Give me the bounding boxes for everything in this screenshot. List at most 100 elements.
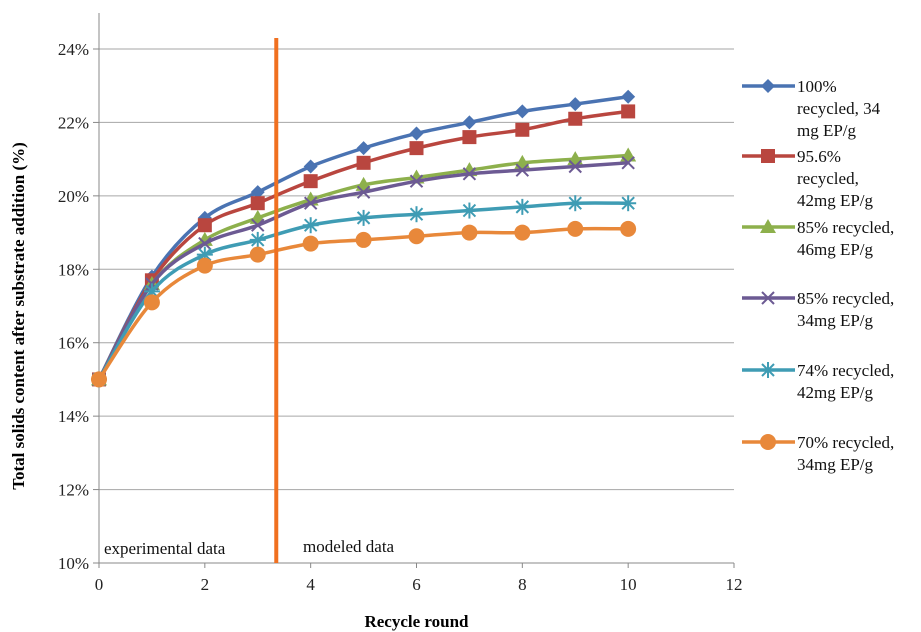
y-tick-label: 16% [58, 334, 89, 353]
data-point [409, 141, 424, 156]
series-5 [91, 195, 637, 388]
data-point [621, 104, 636, 119]
data-point [356, 185, 371, 199]
y-tick-label: 18% [58, 260, 89, 279]
data-point [249, 246, 266, 263]
legend-label: 85% recycled, [797, 289, 894, 308]
legend-label: 42mg EP/g [797, 383, 874, 402]
y-tick-label: 12% [58, 481, 89, 500]
y-tick-label: 24% [58, 40, 89, 59]
x-tick-label: 8 [518, 575, 527, 594]
x-tick-label: 6 [412, 575, 421, 594]
legend-label: 85% recycled, [797, 218, 894, 237]
y-tick-label: 14% [58, 407, 89, 426]
series-line [97, 94, 629, 381]
legend-label: 100% [797, 77, 837, 96]
data-point [621, 89, 636, 104]
data-point [302, 217, 319, 234]
legend-label: 42mg EP/g [797, 191, 874, 210]
data-point [515, 104, 530, 119]
legend-item: 74% recycled, 42mg EP/g [742, 361, 894, 402]
legend-item: 70% recycled, 34mg EP/g [742, 433, 894, 474]
annotation-modeled-data: modeled data [303, 537, 395, 556]
legend-item: 100% recycled, 34 mg EP/g [742, 77, 881, 140]
y-tick-label: 22% [58, 113, 89, 132]
x-tick-label: 2 [201, 575, 210, 594]
data-point [461, 202, 478, 219]
marker-stroke [198, 236, 212, 251]
data-point [462, 167, 477, 181]
data-point [408, 206, 425, 223]
y-tick-label: 10% [58, 554, 89, 573]
data-point [356, 155, 371, 170]
legend: 100% recycled, 34 mg EP/g 95.6% recycled, 42m… [742, 77, 894, 474]
data-point [515, 122, 530, 137]
marker-stroke [621, 156, 635, 170]
data-point [355, 231, 372, 248]
legend-label: recycled, [797, 169, 859, 188]
data-point [568, 159, 582, 174]
data-point [462, 130, 477, 145]
y-tick-labels: 10% 12% 14% 16% 18% 20% 22% 24% [58, 40, 89, 573]
legend-marker [760, 219, 776, 233]
legend-label: mg EP/g [797, 121, 857, 140]
x-tick-label: 12 [726, 575, 743, 594]
marker-stroke [356, 185, 371, 199]
data-point [91, 371, 107, 388]
data-point [251, 218, 265, 232]
series-line [97, 226, 629, 381]
y-axis-title: Total solids content after substrate add… [9, 142, 28, 490]
legend-label: 46mg EP/g [797, 240, 874, 259]
legend-label: 34mg EP/g [797, 455, 874, 474]
data-point [568, 111, 583, 126]
legend-item: 95.6% recycled, 42mg EP/g [742, 147, 874, 210]
legend-label: 74% recycled, [797, 361, 894, 380]
marker-stroke [515, 163, 530, 177]
legend-marker [760, 362, 776, 378]
x-axis-title: Recycle round [364, 612, 469, 631]
data-point [197, 218, 212, 233]
legend-marker [761, 149, 775, 163]
legend-marker [761, 79, 775, 93]
data-point [196, 246, 213, 263]
marker-stroke [462, 167, 477, 181]
data-point [409, 174, 424, 188]
data-point [514, 198, 531, 215]
x-tick-label: 4 [306, 575, 315, 594]
legend-item: 85% recycled, 46mg EP/g [742, 218, 894, 259]
data-point [462, 115, 477, 130]
data-point [514, 224, 531, 241]
data-point [567, 195, 584, 212]
marker-stroke [568, 159, 582, 174]
data-point [408, 228, 425, 245]
data-point [567, 220, 584, 237]
x-tick-label: 10 [620, 575, 637, 594]
y-tick-label: 20% [58, 187, 89, 206]
x-tick-label: 0 [95, 575, 104, 594]
data-point [621, 156, 635, 170]
marker-stroke [251, 218, 265, 232]
legend-label: 70% recycled, [797, 433, 894, 452]
data-point [303, 174, 318, 189]
series-lines [91, 89, 637, 388]
axes [93, 13, 735, 568]
marker-stroke [303, 196, 318, 210]
data-point [461, 224, 478, 241]
x-tick-labels: 0 2 4 6 8 10 12 [95, 575, 743, 594]
legend-marker [760, 434, 776, 450]
data-point [302, 235, 319, 252]
legend-label: recycled, 34 [797, 99, 881, 118]
data-point [303, 196, 318, 210]
series-line [97, 161, 629, 381]
legend-label: 34mg EP/g [797, 311, 874, 330]
marker-stroke [409, 174, 424, 188]
annotation-experimental-data: experimental data [104, 539, 226, 558]
legend-label: 95.6% [797, 147, 841, 166]
data-point [250, 185, 265, 200]
data-point [250, 196, 265, 211]
legend-marker [761, 291, 775, 305]
series-1 [92, 89, 636, 387]
marker-stroke [761, 291, 775, 305]
data-point [409, 126, 424, 141]
